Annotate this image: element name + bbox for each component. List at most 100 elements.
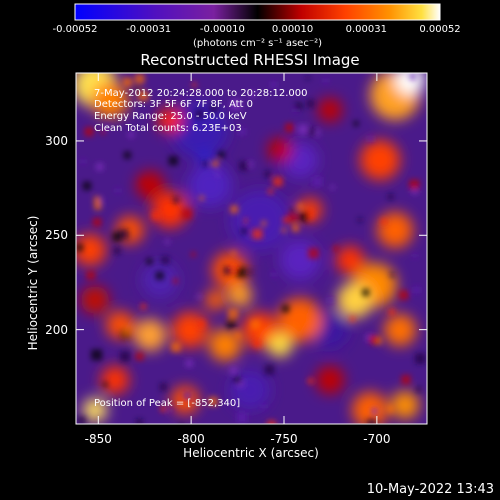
heatmap-blob: [188, 163, 232, 207]
heatmap-pixel: [181, 208, 193, 219]
heatmap-pixel: [91, 349, 103, 361]
heatmap-pixel: [100, 129, 106, 135]
heatmap-pixel: [291, 224, 300, 232]
heatmap-pixel: [218, 151, 225, 159]
heatmap-pixel: [370, 407, 378, 415]
heatmap-pixel: [389, 272, 395, 278]
heatmap-pixel: [160, 406, 167, 412]
heatmap-pixel: [252, 228, 263, 240]
heatmap-pixel: [305, 75, 310, 80]
heatmap-pixel: [387, 405, 394, 413]
chart-title: Reconstructed RHESSI Image: [140, 51, 360, 69]
annotation-peak: Position of Peak = [-852,340]: [94, 398, 241, 409]
heatmap-pixel: [128, 131, 135, 138]
y-axis-label: Heliocentric Y (arcsec): [26, 215, 40, 351]
heatmap-pixel: [327, 297, 334, 304]
heatmap-pixel: [307, 378, 314, 384]
heatmap-pixel: [155, 271, 164, 280]
heatmap-pixel: [388, 308, 396, 316]
heatmap-pixel: [135, 418, 143, 424]
y-tick-label: 300: [45, 133, 68, 148]
heatmap-pixel: [287, 214, 297, 224]
heatmap-pixel: [230, 99, 242, 111]
heatmap-blob: [92, 82, 128, 118]
heatmap-pixel: [231, 265, 236, 270]
heatmap-speckle: [76, 73, 426, 424]
heatmap-pixel: [77, 416, 86, 424]
heatmap-blob: [316, 366, 344, 394]
heatmap-pixel: [92, 217, 102, 227]
colorbar-gradient: [74, 3, 441, 21]
heatmap-pixel: [112, 232, 122, 242]
heatmap-blob: [268, 333, 292, 357]
colorbar-tick-label: 0.00031: [345, 24, 387, 35]
annotation-detectors: Detectors: 3F 5F 6F 7F 8F, Att 0: [94, 99, 254, 110]
heatmap-pixel: [199, 195, 205, 201]
heatmap-pixel: [236, 267, 247, 278]
heatmap-blob: [337, 282, 373, 318]
heatmap-pixel: [409, 73, 416, 80]
heatmap-pixel: [141, 179, 146, 184]
heatmap-pixel: [399, 290, 409, 300]
heatmap-pixel: [369, 335, 378, 345]
axis-ticks: [76, 73, 427, 424]
heatmap-pixel: [415, 386, 422, 393]
heatmap-pixel: [273, 176, 283, 187]
heatmap-pixel: [209, 104, 218, 113]
heatmap-pixel: [103, 382, 108, 387]
x-axis-label: Heliocentric X (arcsec): [183, 446, 319, 460]
heatmap-pixel: [185, 359, 193, 367]
heatmap-pixel: [122, 77, 133, 87]
heatmap-pixel: [253, 339, 262, 348]
heatmap-blob: [268, 138, 292, 162]
heatmap-pixel: [172, 196, 180, 204]
heatmap-blob: [205, 290, 225, 310]
heatmap-blob: [76, 234, 106, 266]
colorbar-tick-label: -0.00031: [126, 24, 172, 35]
heatmap-blob: [280, 240, 320, 280]
heatmap-pixel: [146, 258, 153, 265]
heatmap-pixel: [261, 404, 266, 409]
heatmap-pixel: [168, 156, 178, 166]
heatmap-blob: [395, 73, 425, 95]
heatmap-pixel: [312, 176, 323, 187]
heatmap-pixel: [94, 202, 102, 210]
heatmap-pixel: [212, 160, 219, 167]
heatmap-pixel: [411, 187, 419, 195]
annotation-energy: Energy Range: 25.0 - 50.0 keV: [94, 111, 247, 122]
heatmap-pixel: [230, 205, 239, 214]
heatmap-pixel: [297, 203, 304, 210]
heatmap-pixel: [231, 250, 237, 256]
heatmap-pixel: [367, 135, 374, 143]
heatmap-pixel: [104, 123, 110, 129]
heatmap-pixel: [250, 319, 261, 330]
heatmap-pixel: [298, 212, 309, 223]
colorbar-tick-label: 0.00010: [271, 24, 314, 35]
heatmap-pixel: [123, 151, 131, 159]
heatmap-pixel: [76, 243, 84, 252]
heatmap-pixel: [415, 353, 426, 364]
heatmap-pixel: [412, 253, 418, 258]
heatmap-pixel: [333, 245, 339, 252]
annotation-clean: Clean Total counts: 6.23E+03: [94, 123, 242, 134]
heatmap-pixel: [233, 376, 242, 384]
heatmap-pixel: [239, 161, 249, 171]
plot-frame: [75, 72, 428, 425]
heatmap-pixel: [115, 188, 121, 193]
heatmap-pixel: [282, 217, 289, 224]
heatmap-pixel: [197, 320, 206, 328]
heatmap-blob: [199, 151, 211, 163]
colorbar-units: (photons cm⁻² s⁻¹ asec⁻²): [192, 38, 323, 49]
heatmap-pixel: [123, 327, 132, 336]
heatmap-pixel: [307, 127, 316, 136]
heatmap-blob: [134, 319, 166, 351]
heatmap-blob: [352, 392, 388, 424]
heatmap-pixel: [93, 196, 101, 203]
heatmap-blob: [360, 140, 400, 180]
heatmap-field: [76, 73, 427, 424]
heatmap-blob: [136, 171, 164, 199]
heatmap-pixel: [134, 74, 145, 84]
heatmap-pixel: [135, 86, 140, 91]
heatmap-pixel: [290, 207, 295, 213]
heatmap-pixel: [401, 374, 411, 385]
